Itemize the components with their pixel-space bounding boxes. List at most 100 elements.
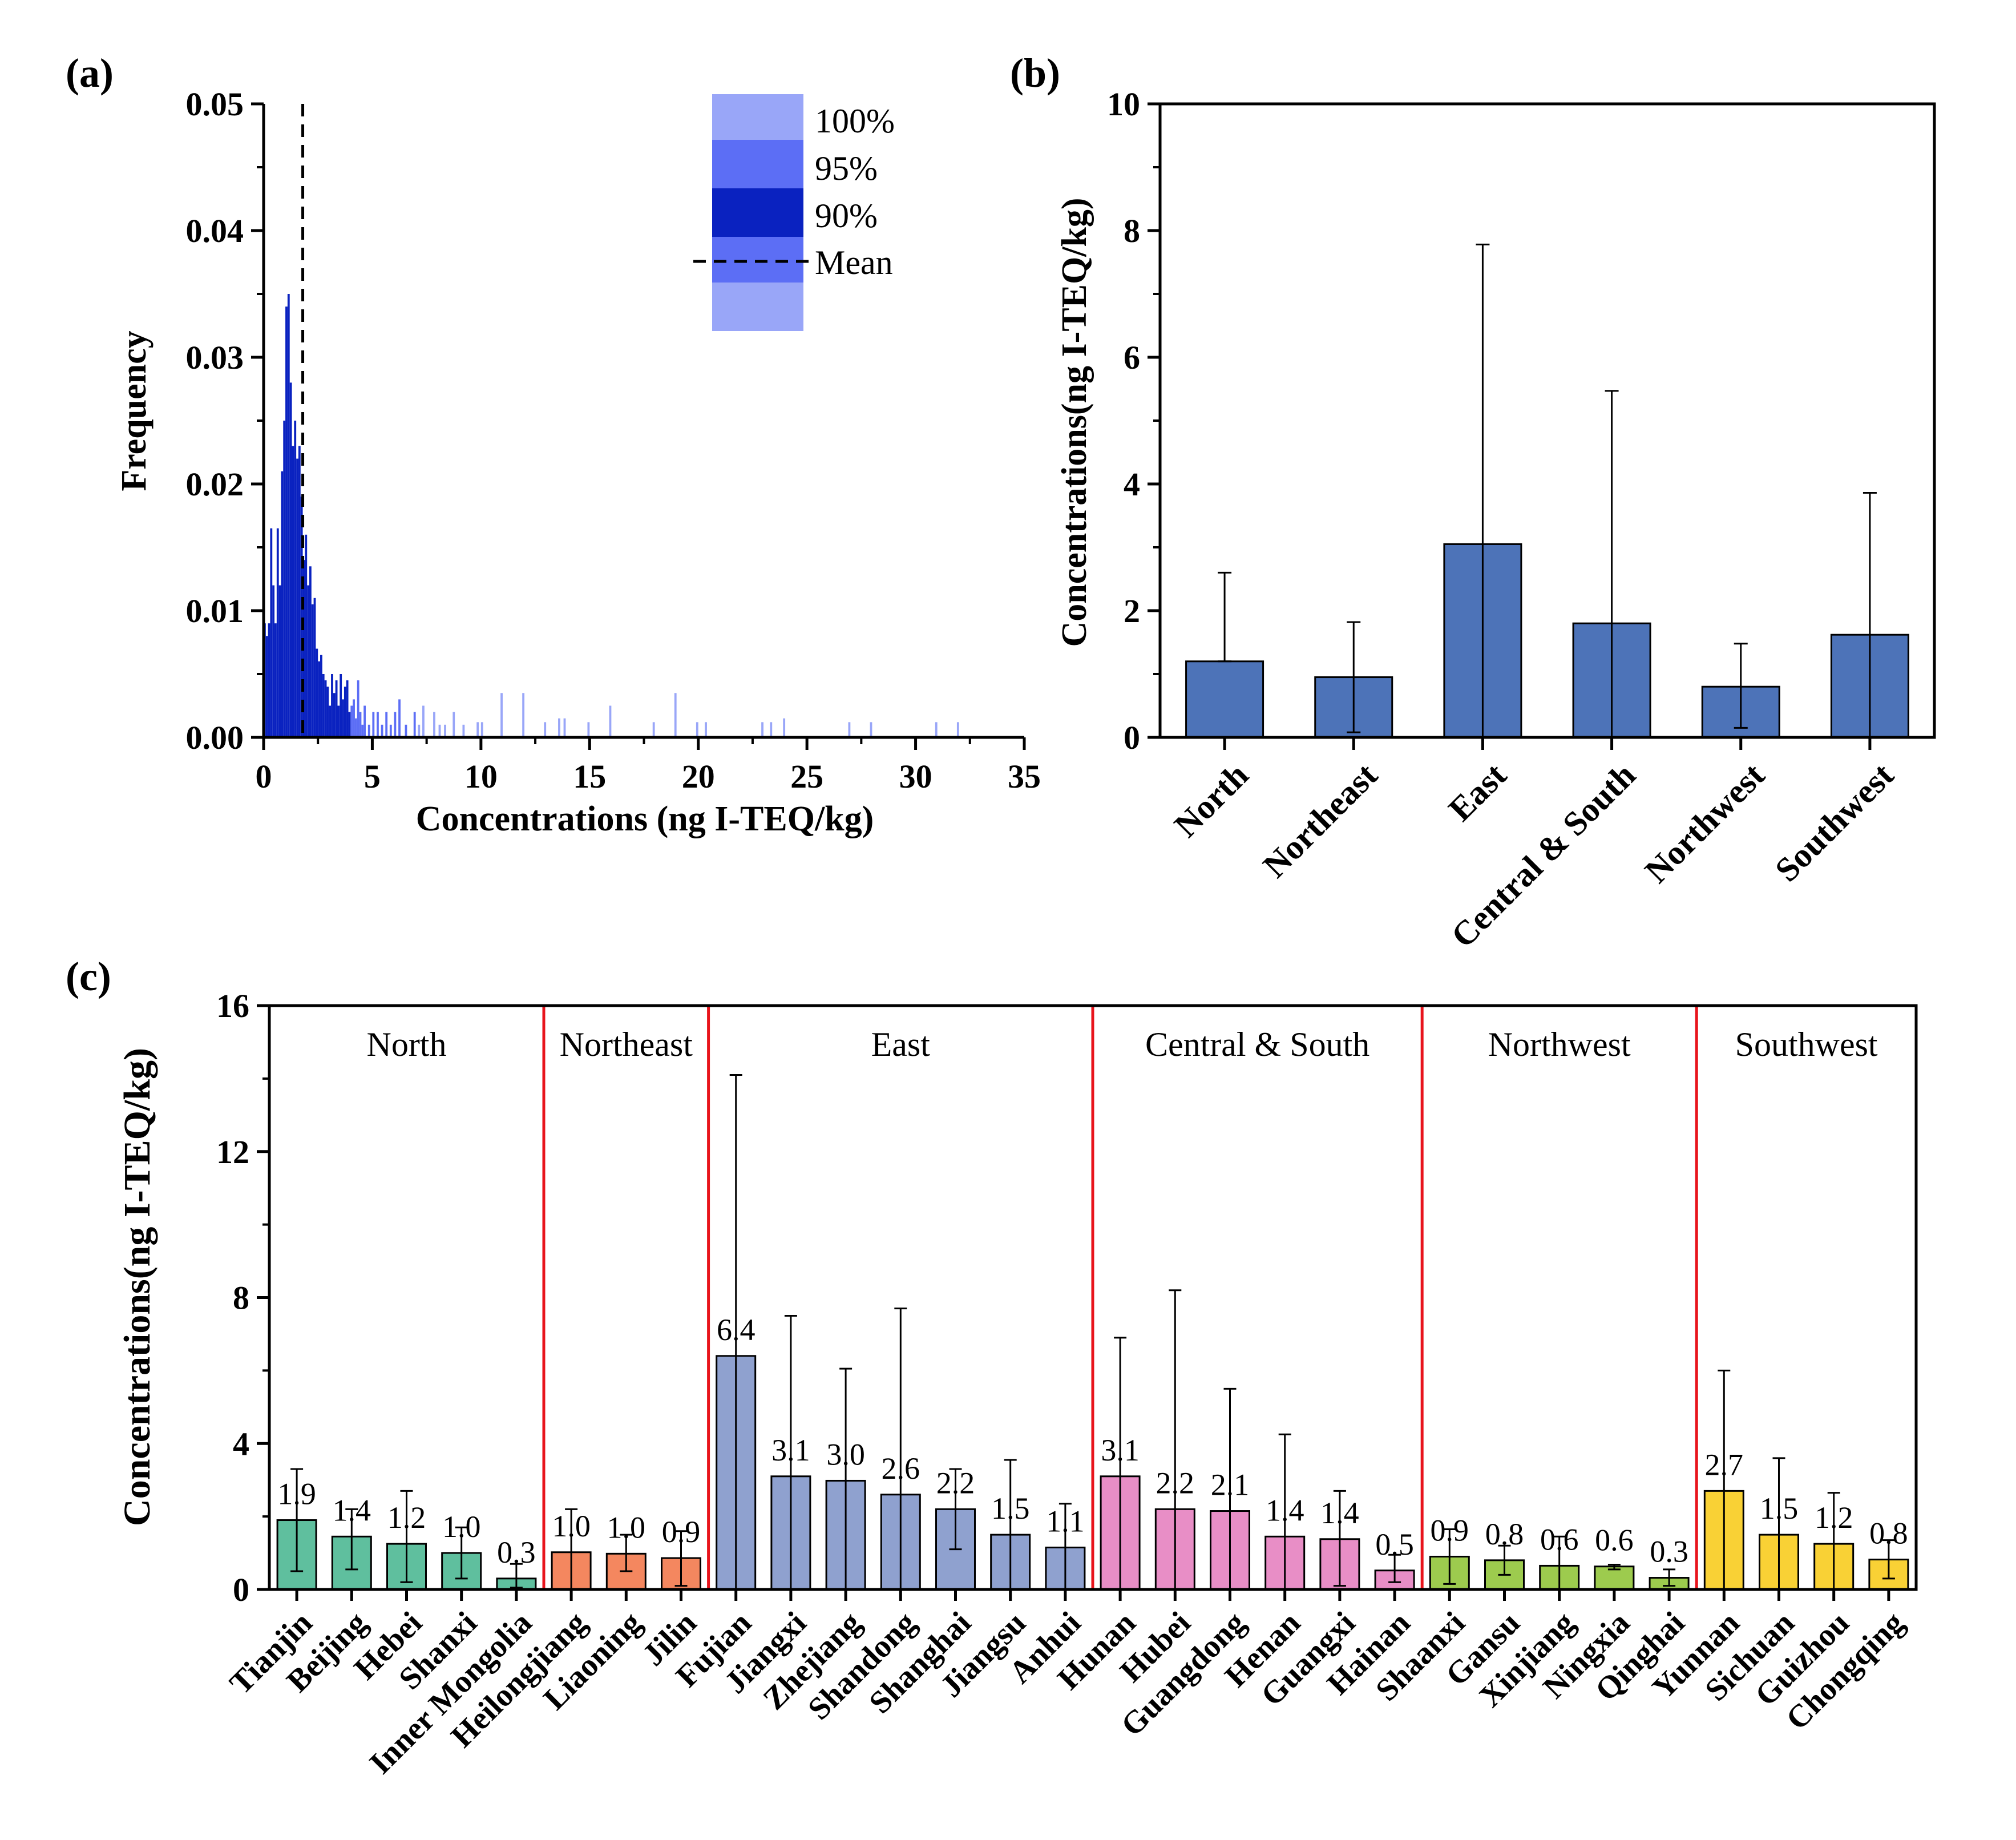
region-y-tick-label: 10 [1107,86,1140,123]
hist-bin-90-3 [270,528,273,737]
hist-bin-95-3 [357,680,359,737]
province-value-label: 0.8 [1485,1517,1524,1551]
legend-swatch-95 [712,140,803,188]
region-bar-0 [1185,660,1264,739]
province-y-tick-label: 12 [216,1133,249,1171]
hist-bin-90-29 [326,687,329,737]
region-y-tick-label: 6 [1124,339,1140,376]
legend-label-95: 95% [815,150,878,187]
province-value-label: 0.5 [1375,1527,1414,1561]
province-value-label: 0.9 [1431,1513,1469,1547]
hist-bin-90-4 [272,585,275,737]
hist-bin-100-11 [544,722,547,737]
province-value-label: 1.4 [1266,1493,1304,1527]
region-category-label: Southwest [1768,756,1901,889]
panel-a-label: (a) [66,50,114,96]
hist-bin-95-11 [385,712,388,737]
legend-swatch-100-top [712,94,803,140]
province-value-label: 1.4 [1320,1496,1359,1530]
province-value-label: 2.2 [936,1466,975,1500]
hist-bin-90-21 [309,566,312,737]
hist-bin-90-23 [313,598,316,737]
province-group-title: North [367,1026,447,1063]
hist-bin-90-37 [344,687,346,737]
hist-bin-90-19 [305,534,308,737]
hist-bin-100-3 [438,724,441,737]
hist-bin-100-10 [522,693,525,737]
hist-bin-90-9 [283,421,286,737]
hist-bin-100-26 [956,722,959,737]
hist-bin-90-28 [324,680,327,737]
hist-y-tick-label: 0.03 [186,339,244,376]
hist-bin-95-5 [361,724,364,737]
hist-bin-95-6 [363,705,366,737]
region-category-label: North [1167,756,1255,845]
hist-y-tick-label: 0.02 [186,466,244,503]
panel-c-label: (c) [66,954,111,999]
province-value-label: 2.2 [1156,1466,1195,1500]
hist-bin-100-5 [453,712,455,737]
province-value-label: 1.2 [387,1500,426,1535]
panel-b-label: (b) [1010,50,1060,96]
hist-bin-90-24 [316,648,318,737]
histogram-y-title: Frequency [115,330,153,491]
legend-swatch-90 [712,188,803,237]
hist-bin-100-23 [848,722,851,737]
legend-label-mean: Mean [815,244,893,281]
hist-y-tick-label: 0.05 [186,86,244,123]
hist-x-tick-label: 5 [364,758,381,795]
hist-bin-90-1 [265,636,268,737]
hist-bin-100-20 [761,722,763,737]
province-group-title: Northeast [560,1026,693,1063]
province-bar-y-title: Concentrations(ng I-TEQ/kg) [116,1048,158,1526]
province-bar-20 [1374,1569,1415,1591]
province-value-label: 0.8 [1869,1516,1908,1551]
histogram-x-title: Concentrations (ng I-TEQ/kg) [416,800,874,838]
hist-bin-90-32 [333,693,336,737]
panel-c: (c) 1.9Tianjin1.4Beijing1.2Hebei1.0Shanx… [66,954,1918,1781]
province-y-tick-label: 16 [216,987,249,1024]
region-y-tick-label: 2 [1124,592,1140,630]
hist-bin-90-33 [335,680,338,737]
hist-bin-95-10 [381,724,383,737]
hist-bin-95-8 [372,712,375,737]
hist-bin-95-15 [405,724,407,737]
province-value-label: 1.4 [333,1493,371,1527]
legend-swatch-mean-bg [712,237,803,283]
province-value-label: 1.5 [1760,1491,1799,1526]
region-bar-y-title: Concentrations(ng I-TEQ/kg) [1055,197,1094,647]
panel-a: (a) 0.00 0.01 0.02 0.03 0.04 0.05 0 5 10 15 20 25 30… [66,50,1041,838]
hist-x-tick-label: 15 [573,758,606,795]
province-value-label: 6.4 [717,1313,756,1347]
hist-bin-90-11 [287,294,290,737]
histogram-plot [264,104,959,737]
hist-bin-90-13 [292,446,294,737]
region-category-label: Northeast [1256,756,1385,885]
hist-x-tick-label: 20 [682,758,715,795]
histogram-axes: 0.00 0.01 0.02 0.03 0.04 0.05 0 5 10 15 20 25 30 35 [186,86,1041,795]
hist-bin-95-0 [350,705,353,737]
province-group-title: Southwest [1735,1026,1878,1063]
region-category-label: Northwest [1638,756,1772,890]
hist-bin-95-7 [367,724,370,737]
province-group-title: Northwest [1488,1026,1631,1063]
legend-swatch-100-bottom [712,283,803,331]
histogram-legend: 100% 95% 90% Mean [693,94,895,331]
province-value-label: 2.7 [1705,1447,1744,1482]
hist-bin-95-1 [353,699,355,737]
province-y-tick-label: 4 [233,1425,249,1462]
hist-bin-90-2 [268,623,270,737]
hist-bin-100-19 [705,722,707,737]
hist-bin-100-1 [422,705,425,737]
hist-bin-90-35 [340,674,342,737]
hist-bin-100-21 [770,722,773,737]
region-plot-frame [1158,102,1936,739]
hist-bin-100-17 [674,693,677,737]
hist-x-tick-label: 25 [790,758,823,795]
province-value-label: 1.0 [442,1510,481,1544]
province-y-tick-label: 8 [233,1280,249,1317]
province-value-label: 1.1 [1046,1504,1085,1538]
hist-bin-90-31 [331,674,333,737]
